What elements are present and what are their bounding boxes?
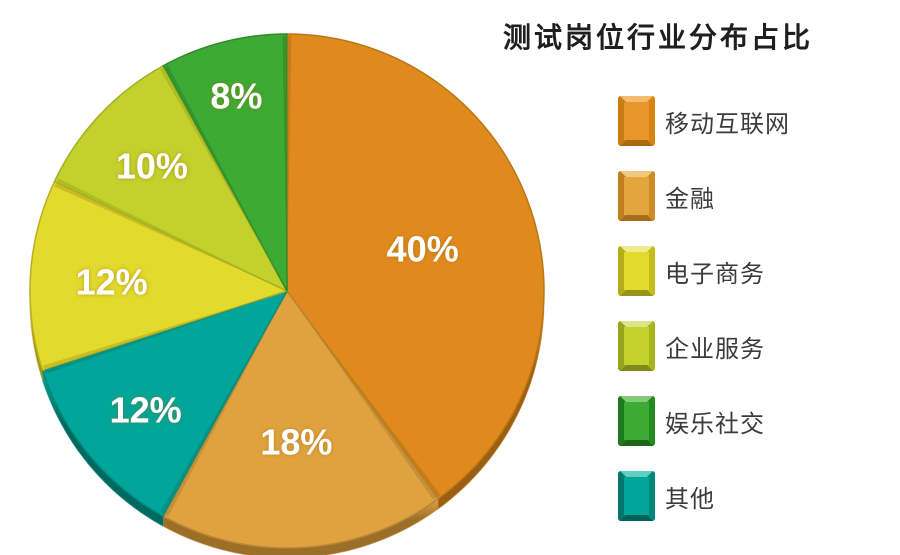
svg-text:8%: 8% [210,75,262,116]
svg-text:12%: 12% [76,262,148,303]
svg-text:18%: 18% [260,421,332,462]
svg-text:10%: 10% [116,146,188,187]
svg-text:12%: 12% [110,390,182,431]
svg-text:40%: 40% [387,228,459,269]
